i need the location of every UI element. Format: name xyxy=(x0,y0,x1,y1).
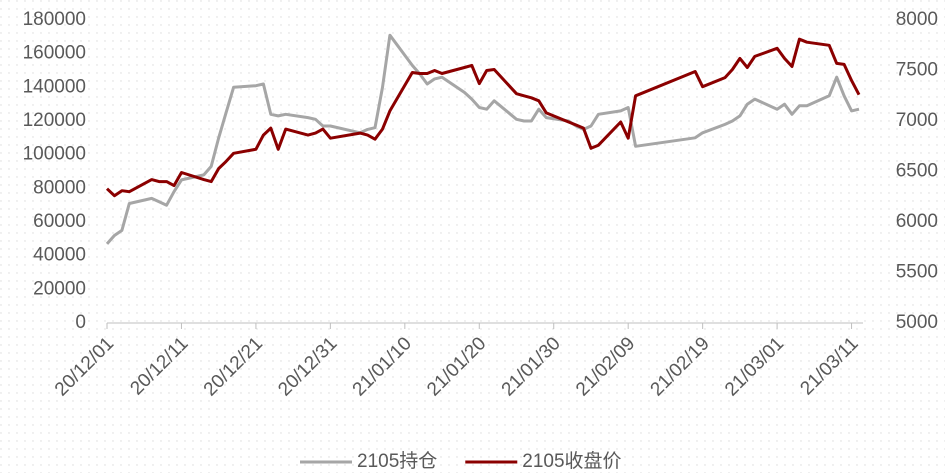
legend: 2105持仓 2105收盘价 xyxy=(300,450,622,472)
y-tick-label: 140000 xyxy=(23,76,86,97)
series-line xyxy=(105,37,861,198)
y-tick-label: 80000 xyxy=(33,177,86,198)
y-tick-label: 60000 xyxy=(33,211,86,232)
y-tick-label: 40000 xyxy=(33,245,86,266)
y-tick-label: 180000 xyxy=(23,9,86,30)
y-tick-label: 160000 xyxy=(23,43,86,64)
y-tick-label: 100000 xyxy=(23,144,86,165)
y2-tick-label: 7500 xyxy=(896,60,938,81)
legend-label: 2105收盘价 xyxy=(522,450,621,472)
y2-tick-label: 6000 xyxy=(896,211,938,232)
y2-tick-label: 6500 xyxy=(896,161,938,182)
y2-tick-label: 8000 xyxy=(896,9,938,30)
series-line xyxy=(105,33,860,245)
y-tick-label: 0 xyxy=(75,312,86,333)
y-tick-label: 20000 xyxy=(33,278,86,299)
y2-tick-label: 7000 xyxy=(896,110,938,131)
y2-tick-label: 5000 xyxy=(896,312,938,333)
y-tick-label: 120000 xyxy=(23,110,86,131)
legend-label: 2105持仓 xyxy=(357,450,437,472)
y2-tick-label: 5500 xyxy=(896,262,938,283)
